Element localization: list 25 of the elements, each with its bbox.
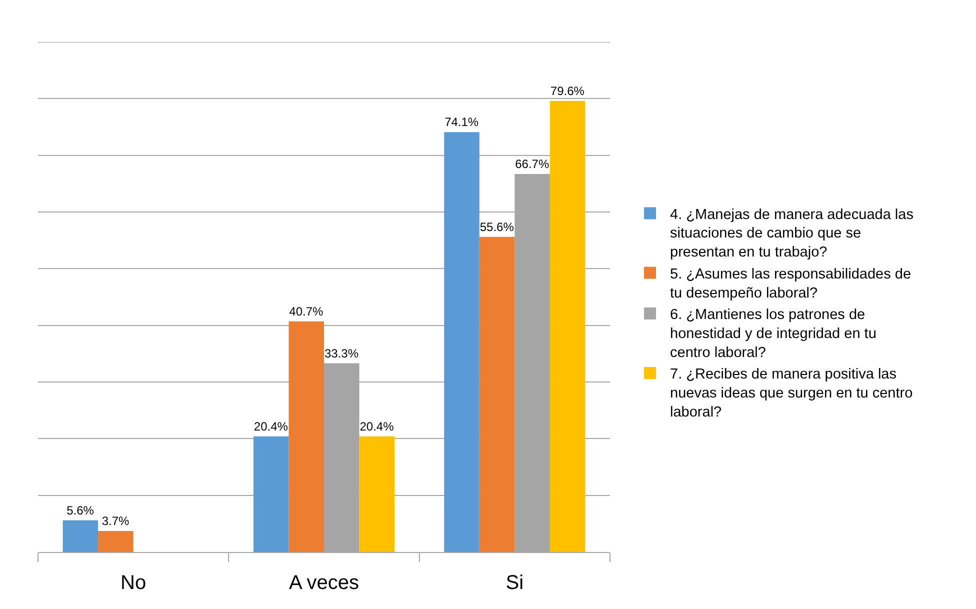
x-tick-label: No: [120, 572, 146, 594]
data-label: 74.1%: [444, 115, 479, 130]
data-label: 5.6%: [66, 503, 94, 518]
x-tick-label: Si: [506, 572, 524, 594]
data-label: 3.7%: [102, 514, 130, 528]
legend-label: 7. ¿Recibes de manera positiva las nuevas ideas que surgen en tu centro laboral?: [670, 366, 913, 420]
data-label: 20.4%: [254, 419, 288, 434]
bar: [444, 132, 480, 552]
data-label: 79.6%: [550, 84, 585, 98]
bar: [359, 436, 395, 552]
bar: [288, 321, 324, 552]
legend-label: 4. ¿Manejas de manera adecuada las situaciones de cambio que se presentan en tu trabajo?: [670, 206, 914, 261]
bar: [550, 100, 586, 552]
data-label: 40.7%: [289, 304, 324, 318]
bar: [98, 531, 134, 552]
bar: [62, 520, 98, 552]
x-tick-label: A veces: [288, 572, 360, 594]
legend-label: 6. ¿Mantienes los patrones de honestidad y de integridad en tu centro laboral?: [670, 307, 876, 361]
data-label: 55.6%: [480, 220, 514, 234]
data-label: 20.4%: [360, 419, 394, 434]
data-label: 33.3%: [324, 346, 359, 360]
legend-label: 5. ¿Asumes las responsabilidades de tu desempeño laboral?: [670, 266, 912, 302]
bar: [253, 436, 289, 552]
data-label: 66.7%: [515, 157, 550, 172]
bar: [479, 236, 515, 552]
